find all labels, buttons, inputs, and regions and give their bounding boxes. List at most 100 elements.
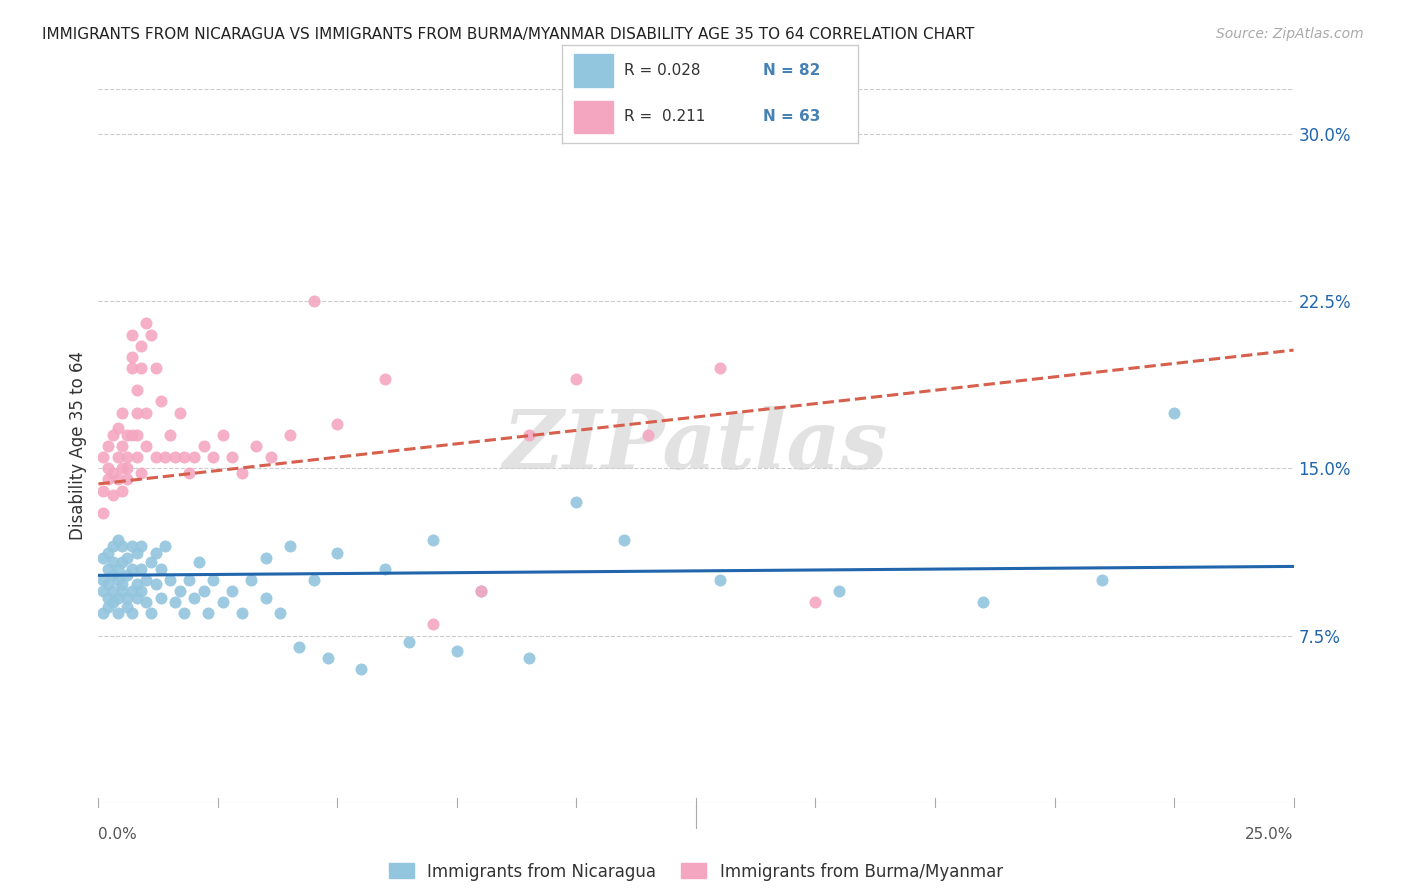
Point: [828, 583, 851, 598]
Y-axis label: Disability Age 35 to 64: Disability Age 35 to 64: [69, 351, 87, 541]
Point: [278, 539, 301, 553]
Point: [470, 583, 492, 598]
Point: [202, 573, 225, 587]
Point: [163, 450, 186, 465]
Point: [169, 405, 191, 420]
Point: [131, 338, 153, 352]
Point: [101, 595, 124, 609]
Point: [155, 539, 177, 553]
Point: [115, 599, 138, 614]
Point: [115, 473, 138, 487]
Point: [91, 607, 114, 621]
Point: [972, 595, 994, 609]
Point: [121, 360, 143, 375]
Point: [398, 635, 420, 649]
Point: [145, 577, 167, 591]
Point: [155, 450, 177, 465]
Point: [517, 651, 540, 665]
Text: N = 63: N = 63: [763, 109, 821, 124]
Point: [107, 450, 129, 465]
Point: [101, 466, 124, 480]
Point: [111, 583, 134, 598]
Point: [121, 327, 143, 342]
Point: [149, 394, 172, 409]
Point: [135, 405, 157, 420]
Point: [211, 427, 233, 442]
Point: [115, 450, 138, 465]
Point: [374, 372, 396, 386]
Point: [145, 450, 167, 465]
Point: [125, 384, 148, 398]
Point: [91, 550, 114, 565]
Point: [159, 427, 181, 442]
Point: [107, 562, 129, 576]
Point: [125, 591, 148, 605]
Point: [613, 533, 636, 547]
Point: [470, 583, 492, 598]
Point: [97, 461, 120, 475]
Point: [91, 506, 114, 520]
Point: [101, 427, 124, 442]
Point: [121, 427, 143, 442]
Point: [121, 607, 143, 621]
Point: [97, 591, 120, 605]
Point: [97, 439, 120, 453]
Text: ZIPatlas: ZIPatlas: [503, 406, 889, 486]
Point: [422, 617, 444, 632]
Point: [326, 546, 349, 560]
Point: [107, 591, 129, 605]
Point: [135, 317, 157, 331]
Point: [97, 473, 120, 487]
Point: [131, 583, 153, 598]
Point: [173, 607, 195, 621]
Text: N = 82: N = 82: [763, 63, 821, 78]
Point: [107, 421, 129, 435]
Point: [97, 546, 120, 560]
Point: [125, 546, 148, 560]
Point: [101, 539, 124, 553]
Point: [107, 473, 129, 487]
Point: [125, 427, 148, 442]
Point: [107, 573, 129, 587]
Point: [245, 439, 267, 453]
Text: R = 0.028: R = 0.028: [624, 63, 702, 78]
Point: [149, 591, 172, 605]
Point: [193, 439, 215, 453]
Point: [446, 644, 468, 658]
Text: Source: ZipAtlas.com: Source: ZipAtlas.com: [1216, 27, 1364, 41]
Point: [111, 555, 134, 569]
Point: [111, 539, 134, 553]
Point: [139, 607, 162, 621]
Point: [115, 550, 138, 565]
Point: [91, 483, 114, 498]
Point: [91, 583, 114, 598]
Point: [240, 573, 263, 587]
Text: 0.0%: 0.0%: [98, 827, 138, 841]
Point: [709, 573, 731, 587]
Point: [326, 417, 349, 431]
Bar: [574, 101, 613, 133]
Point: [302, 293, 325, 308]
Point: [231, 607, 253, 621]
Point: [135, 439, 157, 453]
Point: [135, 595, 157, 609]
Point: [1163, 405, 1185, 420]
Point: [97, 562, 120, 576]
Point: [288, 640, 311, 654]
Point: [211, 595, 233, 609]
Point: [565, 494, 588, 508]
Point: [193, 583, 215, 598]
Text: IMMIGRANTS FROM NICARAGUA VS IMMIGRANTS FROM BURMA/MYANMAR DISABILITY AGE 35 TO : IMMIGRANTS FROM NICARAGUA VS IMMIGRANTS …: [42, 27, 974, 42]
Point: [221, 450, 243, 465]
Legend: Immigrants from Nicaragua, Immigrants from Burma/Myanmar: Immigrants from Nicaragua, Immigrants fr…: [382, 856, 1010, 888]
Point: [115, 427, 138, 442]
Point: [139, 327, 162, 342]
Point: [183, 591, 205, 605]
Point: [121, 562, 143, 576]
Point: [139, 555, 162, 569]
Point: [97, 577, 120, 591]
Point: [231, 466, 253, 480]
Point: [97, 599, 120, 614]
Text: 25.0%: 25.0%: [1246, 827, 1294, 841]
Point: [107, 533, 129, 547]
